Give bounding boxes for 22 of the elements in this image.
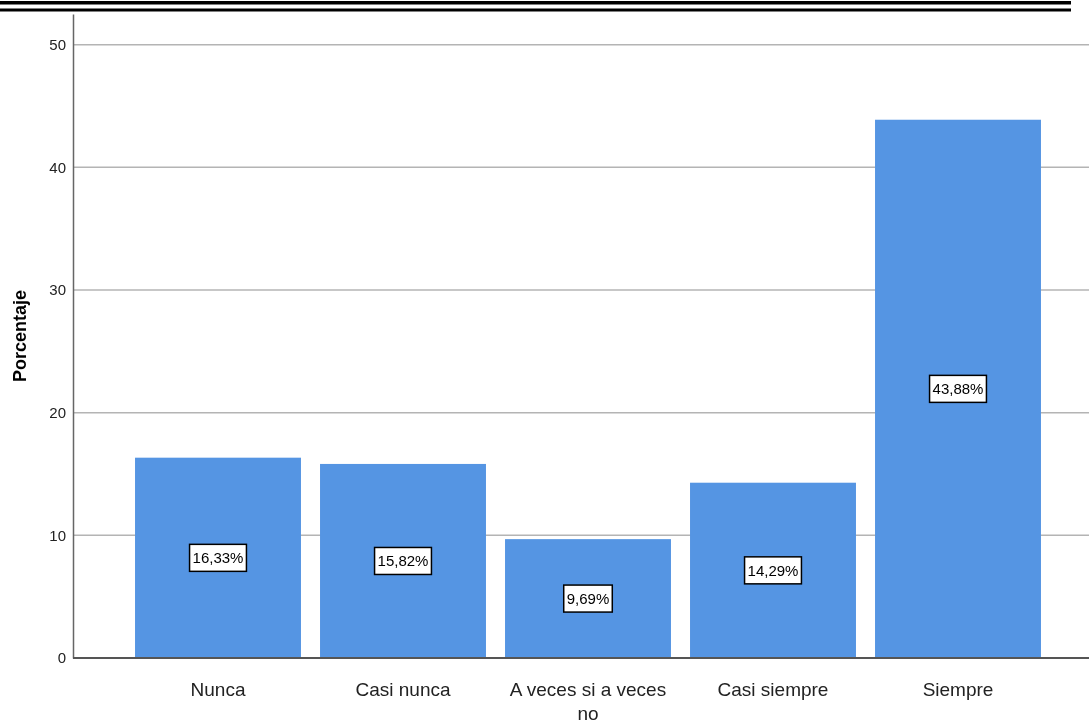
y-axis-title: Porcentaje <box>10 289 30 383</box>
data-label: 43,88% <box>932 380 984 398</box>
y-tick-label: 20 <box>49 403 66 421</box>
x-tick-label: Nunca <box>190 679 246 700</box>
y-tick-label: 10 <box>49 526 66 544</box>
x-tick-label: Siempre <box>922 679 994 700</box>
x-tick-label: A veces si a veces no <box>509 679 667 724</box>
data-label: 14,29% <box>747 561 799 579</box>
y-tick-label: 40 <box>49 158 66 176</box>
bar <box>135 457 301 658</box>
data-label: 9,69% <box>566 590 610 608</box>
y-tick-label: 50 <box>49 35 66 53</box>
bar <box>505 539 671 658</box>
x-tick-label: Casi siempre <box>717 679 829 700</box>
y-tick-label: 0 <box>57 649 66 667</box>
y-tick-label: 30 <box>49 281 66 299</box>
data-label: 15,82% <box>377 552 429 570</box>
data-label: 16,33% <box>192 549 244 567</box>
x-tick-label: Casi nunca <box>355 679 451 700</box>
bar <box>320 463 486 658</box>
bar <box>690 482 856 658</box>
bar <box>875 119 1041 658</box>
